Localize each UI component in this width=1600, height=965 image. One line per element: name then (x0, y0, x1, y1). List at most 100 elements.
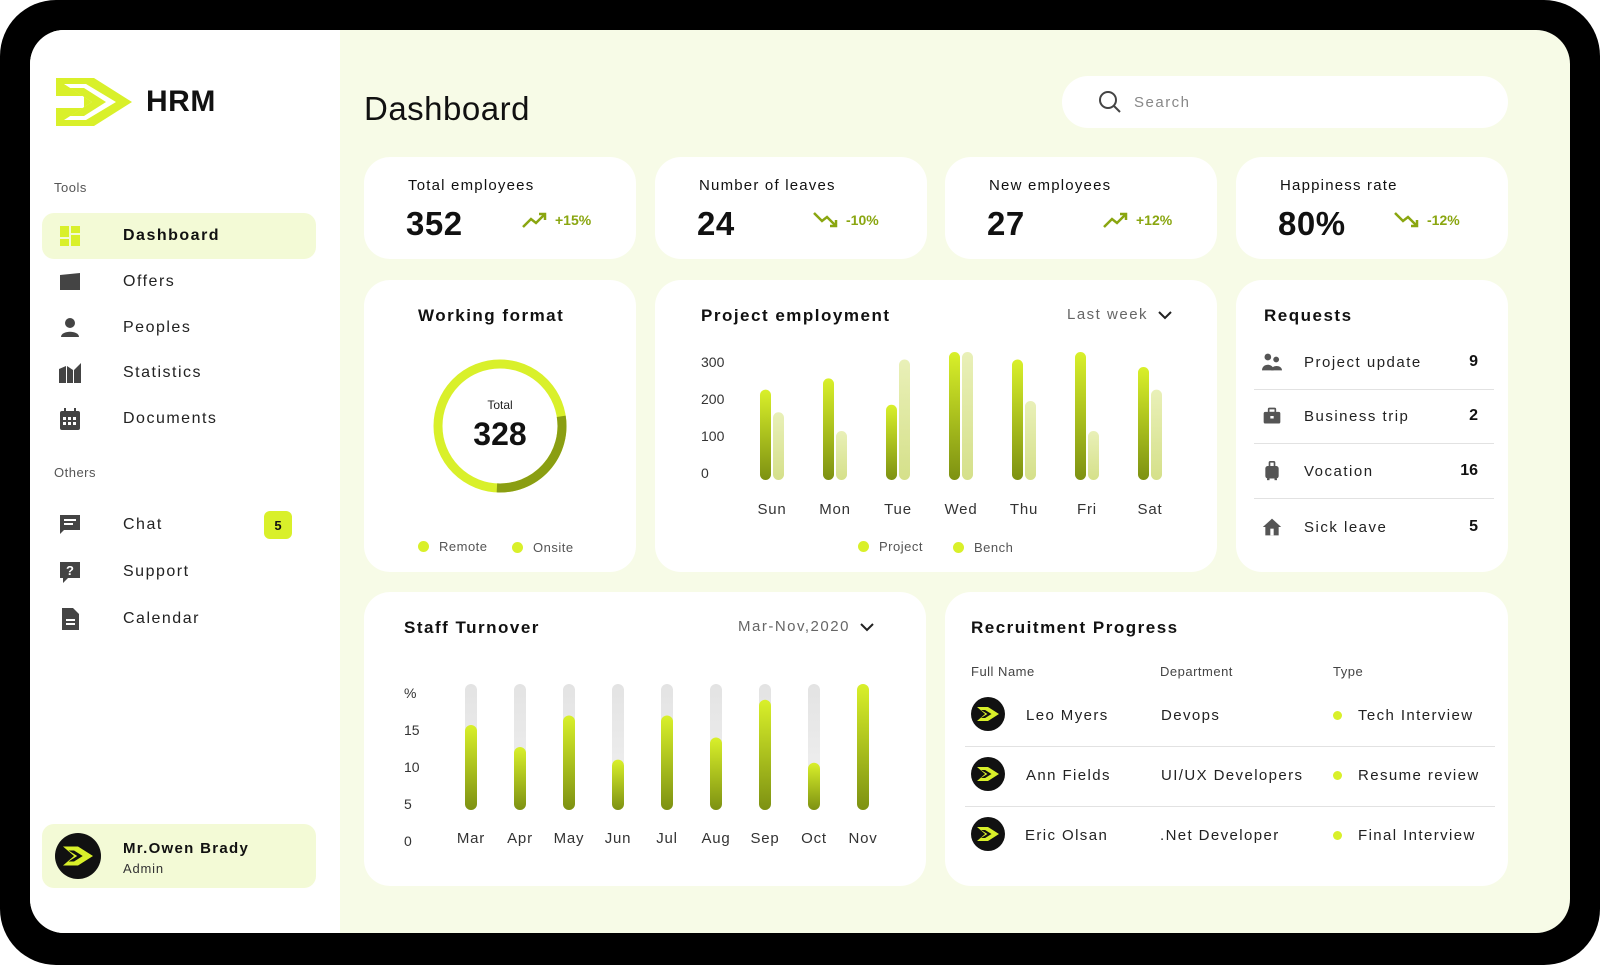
card-title: Requests (1264, 306, 1353, 325)
x-tick-label: Apr (507, 830, 533, 847)
request-row-vocation[interactable]: Vocation 16 (1254, 445, 1494, 499)
bar-bench (962, 352, 973, 480)
search-placeholder: Search (1134, 94, 1191, 111)
legend-label: Bench (974, 540, 1014, 555)
kpi-label: Happiness rate (1280, 177, 1398, 194)
request-row-business-trip[interactable]: Business trip 2 (1254, 390, 1494, 444)
bar-turnover (710, 737, 722, 810)
profile-name: Mr.Owen Brady (123, 840, 250, 857)
x-tick-label: Aug (701, 830, 730, 847)
sidebar-item-documents[interactable]: Documents (42, 396, 316, 442)
legend-onsite: Onsite (512, 540, 574, 555)
bar-turnover (857, 684, 869, 810)
requests-card: Requests Project update 9 Business trip … (1236, 280, 1508, 572)
y-tick-label: 200 (701, 391, 725, 407)
app-name: HRM (146, 85, 216, 118)
card-title: Working format (418, 306, 565, 325)
project-employment-card: Project employment Last week 300 200 100 0 S… (655, 280, 1217, 572)
table-row[interactable]: Eric Olsan .Net Developer Final Intervie… (965, 807, 1495, 867)
user-profile[interactable]: Mr.Owen Brady Admin (42, 824, 316, 888)
period-dropdown[interactable]: Last week (1067, 306, 1172, 323)
column-header-type: Type (1333, 664, 1364, 679)
sidebar-item-label: Dashboard (123, 227, 221, 244)
legend-bench: Bench (953, 540, 1013, 555)
chevron-down-icon (860, 622, 874, 631)
sidebar-item-label: Documents (123, 410, 218, 427)
kpi-trend: +15% (522, 211, 591, 229)
bar-bench (836, 431, 847, 480)
bar-turnover (661, 715, 673, 810)
legend-remote: Remote (418, 539, 488, 554)
sidebar-item-dashboard[interactable]: Dashboard (42, 213, 316, 259)
bar-project (1075, 352, 1086, 480)
staff-turnover-chart: % 15 10 5 0 Mar Apr May Jun Jul Aug Sep Oct Nov (404, 684, 877, 849)
legend-label: Project (879, 539, 923, 554)
column-header-department: Department (1160, 664, 1233, 679)
svg-text:?: ? (66, 563, 74, 578)
x-tick-label: Mon (819, 501, 851, 518)
logo-icon (977, 767, 999, 781)
kpi-card-total-employees: Total employees 352 +15% (364, 157, 636, 259)
tools-section-label: Tools (54, 180, 87, 195)
sidebar-item-chat[interactable]: Chat 5 (42, 502, 316, 548)
column-header-full-name: Full Name (971, 664, 1035, 679)
trend-up-icon (522, 212, 547, 228)
sidebar-item-peoples[interactable]: Peoples (42, 305, 316, 351)
logo[interactable]: HRM (56, 78, 216, 126)
card-title: Staff Turnover (404, 618, 540, 637)
y-tick-label: 100 (701, 428, 725, 444)
calendar-grid-icon (60, 408, 80, 430)
search-icon (1099, 91, 1121, 113)
trend-down-icon (813, 212, 838, 228)
bar-bench (899, 359, 910, 480)
candidate-type: Resume review (1333, 767, 1480, 784)
bar-turnover (465, 724, 477, 810)
candidate-department: .Net Developer (1160, 827, 1280, 844)
bar-project (1138, 367, 1149, 480)
request-row-sick-leave[interactable]: Sick leave 5 (1254, 501, 1494, 555)
date-range-dropdown[interactable]: Mar-Nov,2020 (738, 618, 874, 635)
candidate-type-label: Resume review (1358, 767, 1480, 784)
dashboard-icon (60, 226, 80, 246)
candidate-type: Final Interview (1333, 827, 1476, 844)
request-label: Project update (1304, 354, 1422, 371)
chevron-down-icon (1158, 310, 1172, 319)
bar-bench (1088, 431, 1099, 480)
legend-project: Project (858, 539, 923, 554)
sidebar-item-calendar[interactable]: Calendar (42, 596, 316, 642)
legend-dot (512, 542, 523, 553)
avatar (55, 833, 101, 879)
candidate-name: Ann Fields (1026, 767, 1111, 784)
sidebar-item-offers[interactable]: Offers (42, 259, 316, 305)
document-icon (62, 608, 79, 630)
kpi-value: 80% (1278, 205, 1346, 242)
card-title: Project employment (701, 306, 891, 325)
sidebar-item-statistics[interactable]: Statistics (42, 350, 316, 396)
profile-role: Admin (123, 861, 164, 876)
table-row[interactable]: Leo Myers Devops Tech Interview (965, 687, 1495, 747)
request-row-project-update[interactable]: Project update 9 (1254, 336, 1494, 390)
y-tick-label: 10 (404, 759, 420, 775)
candidate-department: Devops (1161, 707, 1221, 724)
sidebar-item-support[interactable]: ? Support (42, 549, 316, 595)
status-dot (1333, 711, 1342, 720)
period-dropdown-value: Last week (1067, 306, 1149, 323)
legend-dot (858, 541, 869, 552)
card-title: Recruitment Progress (971, 618, 1179, 637)
bar-bench (773, 412, 784, 480)
donut-slice-onsite (496, 415, 567, 493)
table-row[interactable]: Ann Fields UI/UX Developers Resume revie… (965, 747, 1495, 807)
bar-turnover (759, 699, 771, 810)
chat-icon (60, 515, 80, 534)
bar-bench (1151, 389, 1162, 480)
kpi-label: New employees (989, 177, 1112, 194)
search-input[interactable]: Search (1062, 76, 1508, 128)
folder-icon (60, 273, 80, 290)
y-tick-label: % (404, 685, 416, 701)
recruitment-progress-card: Recruitment Progress Full Name Departmen… (945, 592, 1508, 886)
request-label: Business trip (1304, 408, 1410, 425)
x-tick-label: Tue (884, 501, 912, 518)
sidebar-item-label: Statistics (123, 364, 203, 381)
sidebar-item-label: Calendar (123, 610, 200, 627)
